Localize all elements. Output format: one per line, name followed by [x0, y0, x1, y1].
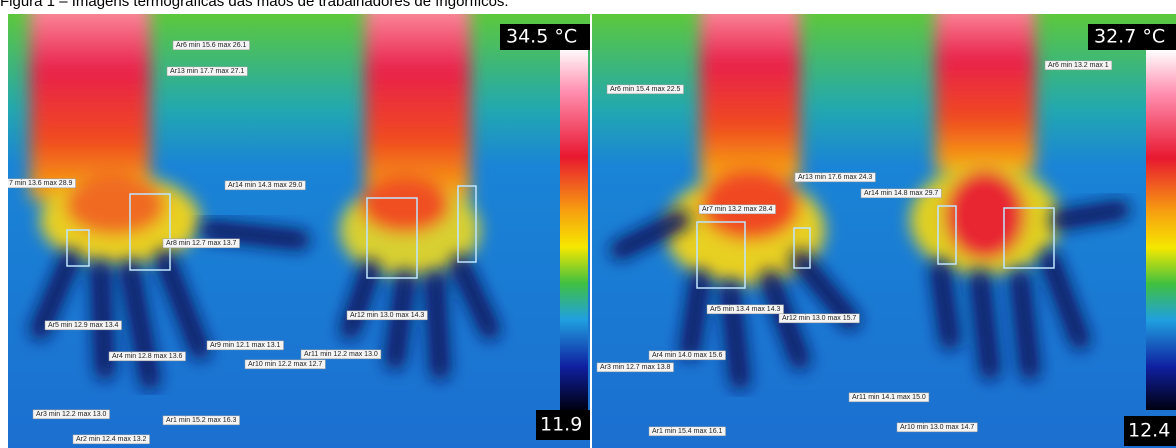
region-label: Ar2 min 12.4 max 13.2 — [76, 436, 147, 443]
region-label: Ar4 min 12.8 max 13.6 — [112, 353, 183, 360]
region-label: Ar1 min 15.2 max 16.3 — [166, 417, 237, 424]
min-temp: 11.9 — [540, 414, 582, 436]
region-label: Ar3 min 12.7 max 13.8 — [600, 364, 671, 371]
region-label: Ar9 min 12.1 max 13.1 — [210, 342, 281, 349]
figure: Figura 1 – Imagens termográficas das mão… — [0, 0, 1176, 448]
max-temp: 32.7 °C — [1094, 26, 1165, 48]
max-temp: 34.5 °C — [506, 26, 577, 48]
region-label: Ar5 min 13.4 max 14.3 — [710, 306, 781, 313]
region-label: Ar11 min 14.1 max 15.0 — [852, 394, 926, 401]
region-label: Ar5 min 12.9 max 13.4 — [48, 322, 119, 329]
region-label: Ar12 min 13.0 max 15.7 — [782, 315, 856, 322]
region-label: Ar6 min 15.4 max 22.5 — [610, 86, 681, 93]
region-label: Ar8 min 12.7 max 13.7 — [166, 240, 237, 247]
region-label: 7 min 13.6 max 28.9 — [9, 180, 73, 187]
thermal-image-left: 34.5 °C 11.9 Ar6 min 15.6 max 26.1 Ar13 … — [6, 0, 590, 448]
thermal-image-right: 32.7 °C 12.4 Ar6 min 13.2 max 1 Ar6 min … — [592, 0, 1176, 448]
region-label: Ar14 min 14.3 max 29.0 — [228, 182, 302, 189]
region-label: Ar1 min 15.4 max 16.1 — [652, 428, 723, 435]
caption: Figura 1 – Imagens termográficas das mão… — [0, 0, 509, 10]
region-label: Ar10 min 13.0 max 14.7 — [900, 424, 974, 431]
region-label: Ar7 min 13.2 max 28.4 — [702, 206, 773, 213]
region-label: Ar10 min 12.2 max 12.7 — [248, 361, 322, 368]
region-label: Ar11 min 12.2 max 13.0 — [304, 351, 378, 358]
region-label: Ar6 min 15.6 max 26.1 — [176, 42, 247, 49]
region-label: Ar13 min 17.6 max 24.3 — [798, 174, 872, 181]
region-label: Ar3 min 12.2 max 13.0 — [36, 411, 107, 418]
region-label: Ar4 min 14.0 max 15.6 — [652, 352, 723, 359]
region-label: Ar14 min 14.8 max 29.7 — [864, 190, 938, 197]
region-label: Ar12 min 13.0 max 14.3 — [350, 312, 424, 319]
region-label: Ar13 min 17.7 max 27.1 — [170, 68, 244, 75]
region-label: Ar6 min 13.2 max 1 — [1048, 62, 1109, 69]
min-temp: 12.4 — [1128, 420, 1170, 442]
